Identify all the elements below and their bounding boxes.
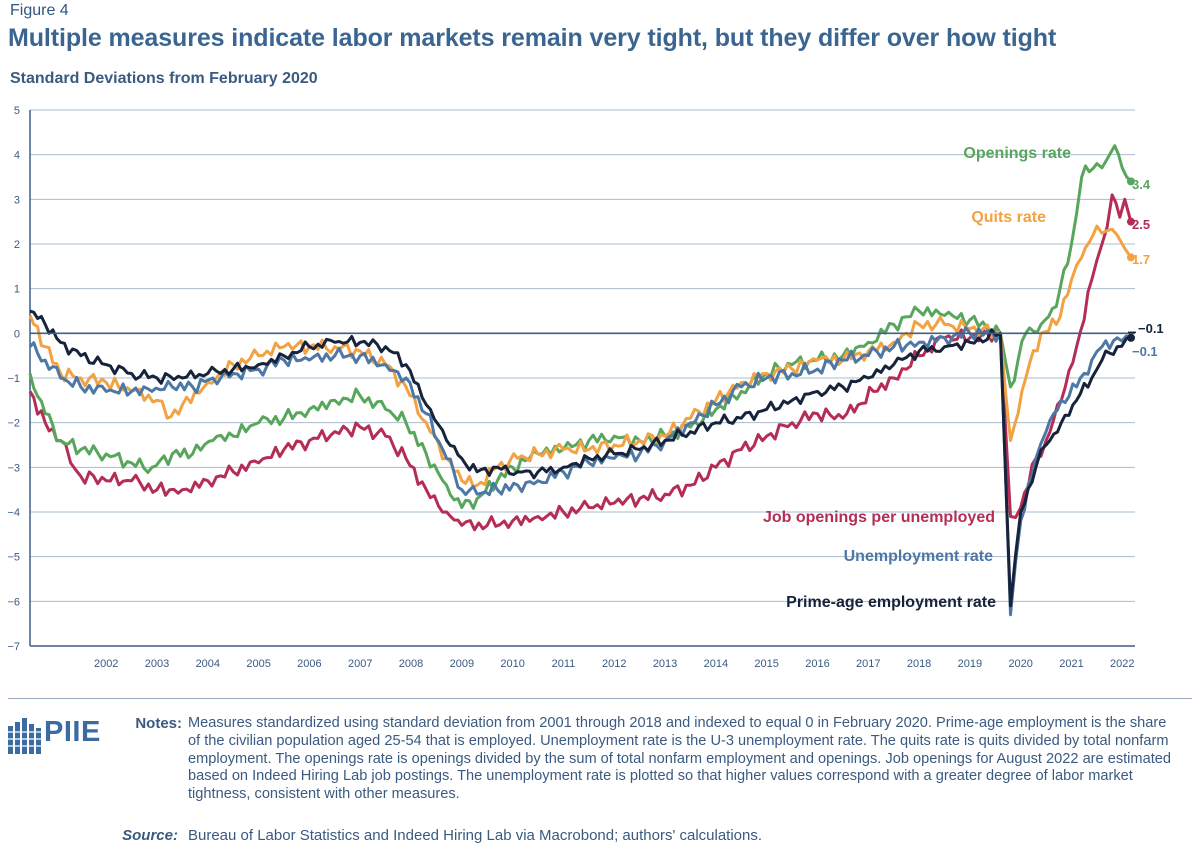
x-tick-label: 2019 (958, 658, 982, 670)
end-marker-jobs_per_unemployed (1126, 217, 1135, 226)
end-marker-openings (1126, 177, 1135, 186)
x-tick-label: 2011 (552, 658, 576, 670)
y-tick-label: −1 (7, 373, 20, 385)
y-tick-label: −7 (7, 641, 20, 653)
end-value-label-openings: 3.4 (1132, 177, 1151, 192)
x-tick-label: 2004 (196, 658, 220, 670)
end-value-label-unemployment: −0.1 (1132, 344, 1158, 359)
series-label-openings: Openings rate (963, 145, 1071, 162)
series-label-quits: Quits rate (971, 209, 1046, 226)
x-tick-label: 2017 (856, 658, 880, 670)
series-label-jobs_per_unemployed: Job openings per unemployed (763, 509, 995, 526)
footer-divider (8, 698, 1192, 699)
y-tick-label: 1 (14, 284, 20, 296)
series-line-openings (28, 144, 1133, 510)
piie-logo-icon (8, 718, 42, 754)
y-tick-label: 4 (14, 150, 20, 162)
y-tick-label: 3 (14, 194, 20, 206)
series-label-prime_age: Prime-age employment rate (786, 594, 996, 611)
x-tick-label: 2007 (348, 658, 372, 670)
y-tick-label: −3 (7, 462, 20, 474)
source-text: Bureau of Labor Statistics and Indeed Hi… (188, 827, 763, 844)
series-line-quits (28, 224, 1133, 489)
x-tick-label: 2006 (297, 658, 321, 670)
source-label: Source: (122, 827, 178, 844)
x-tick-label: 2005 (246, 658, 270, 670)
x-tick-label: 2018 (907, 658, 931, 670)
end-value-label-quits: 1.7 (1132, 252, 1150, 267)
piie-logo-text: PIIE (44, 716, 101, 748)
x-tick-label: 2002 (94, 658, 118, 670)
figure-label: Figure 4 (10, 2, 69, 19)
end-value-label-prime_age: −0.1 (1138, 321, 1164, 336)
series-label-unemployment: Unemployment rate (844, 548, 993, 565)
series-line-unemployment (28, 326, 1132, 617)
x-tick-label: 2013 (653, 658, 677, 670)
end-value-label-jobs_per_unemployed: 2.5 (1132, 217, 1150, 232)
x-tick-label: 2010 (500, 658, 524, 670)
x-tick-label: 2014 (704, 658, 728, 670)
x-tick-label: 2008 (399, 658, 423, 670)
x-tick-label: 2015 (754, 658, 778, 670)
chart-title: Multiple measures indicate labor markets… (8, 24, 1057, 52)
x-tick-label: 2016 (805, 658, 829, 670)
line-chart: 5 4 3 2 1 0 −1 −2 −3 −4 −5 −6 −7 2002 2003 2004 2005 2006… (7, 105, 1164, 670)
end-marker-quits (1126, 253, 1135, 262)
y-tick-label: 2 (14, 239, 20, 251)
y-tick-label: −2 (7, 418, 20, 430)
y-tick-label: −4 (7, 507, 20, 519)
end-marker-prime_age (1126, 333, 1135, 342)
x-tick-label: 2022 (1110, 658, 1134, 670)
notes-label: Notes: (135, 715, 182, 732)
chart-subtitle: Standard Deviations from February 2020 (10, 70, 318, 87)
x-tick-label: 2003 (145, 658, 169, 670)
notes-text: Measures standardized using standard dev… (188, 715, 1171, 803)
x-tick-label: 2020 (1008, 658, 1032, 670)
y-tick-label: 5 (14, 105, 20, 117)
x-tick-label: 2021 (1059, 658, 1083, 670)
y-tick-label: −5 (7, 552, 20, 564)
y-tick-label: 0 (14, 328, 20, 340)
y-tick-label: −6 (7, 596, 20, 608)
series-line-prime_age (29, 309, 1132, 608)
series-line-jobs_per_unemployed (28, 193, 1133, 532)
x-tick-label: 2012 (602, 658, 626, 670)
x-tick-label: 2009 (450, 658, 474, 670)
